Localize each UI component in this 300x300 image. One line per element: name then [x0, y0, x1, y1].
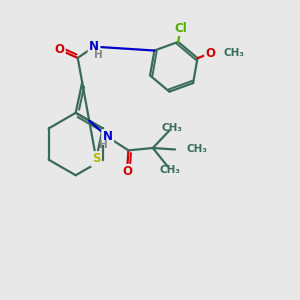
Text: H: H — [99, 140, 108, 150]
Text: O: O — [206, 47, 216, 60]
Text: CH₃: CH₃ — [161, 123, 182, 133]
Text: O: O — [54, 43, 64, 56]
Text: N: N — [89, 40, 99, 53]
Text: S: S — [92, 152, 100, 166]
Text: CH₃: CH₃ — [160, 165, 181, 175]
Text: Cl: Cl — [174, 22, 187, 35]
Text: CH₃: CH₃ — [186, 145, 207, 154]
Text: CH₃: CH₃ — [224, 48, 245, 59]
Text: H: H — [94, 50, 102, 60]
Text: N: N — [103, 130, 112, 143]
Text: O: O — [122, 165, 132, 178]
